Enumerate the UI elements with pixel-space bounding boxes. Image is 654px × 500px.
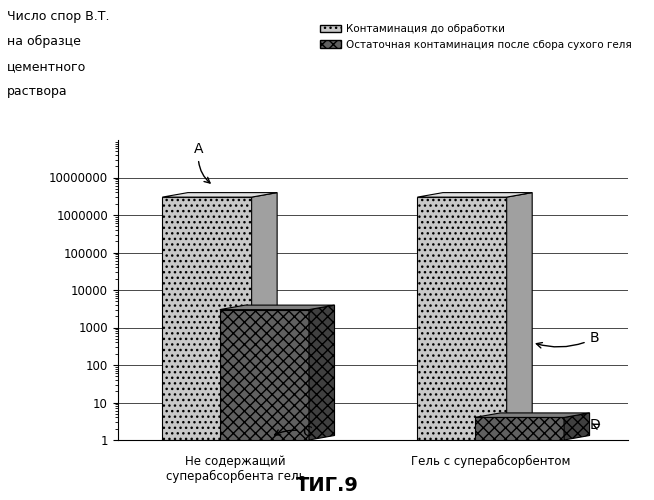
Text: раствора: раствора (7, 85, 67, 98)
Polygon shape (220, 305, 334, 310)
Text: C: C (275, 424, 313, 438)
Text: Гель с суперабсорбентом: Гель с суперабсорбентом (411, 455, 570, 468)
Polygon shape (475, 418, 564, 440)
Text: Не содержащий
суперабсорбента гель: Не содержащий суперабсорбента гель (166, 455, 305, 483)
Polygon shape (507, 192, 532, 440)
Polygon shape (252, 192, 277, 440)
Text: D: D (589, 418, 600, 432)
Text: Число спор В.Т.: Число спор В.Т. (7, 10, 109, 23)
Text: на образце: на образце (7, 35, 80, 48)
Legend: Контаминация до обработки, Остаточная контаминация после сбора сухого геля: Контаминация до обработки, Остаточная ко… (316, 20, 636, 54)
Text: B: B (536, 332, 599, 348)
Polygon shape (417, 192, 532, 197)
Polygon shape (475, 413, 590, 418)
Polygon shape (220, 310, 309, 440)
Polygon shape (162, 192, 277, 197)
Polygon shape (417, 197, 507, 440)
Polygon shape (564, 413, 590, 440)
Text: A: A (194, 142, 210, 183)
Text: цементного: цементного (7, 60, 86, 73)
Polygon shape (162, 197, 252, 440)
Text: ΤИГ.9: ΤИГ.9 (296, 476, 358, 495)
Polygon shape (309, 305, 334, 440)
